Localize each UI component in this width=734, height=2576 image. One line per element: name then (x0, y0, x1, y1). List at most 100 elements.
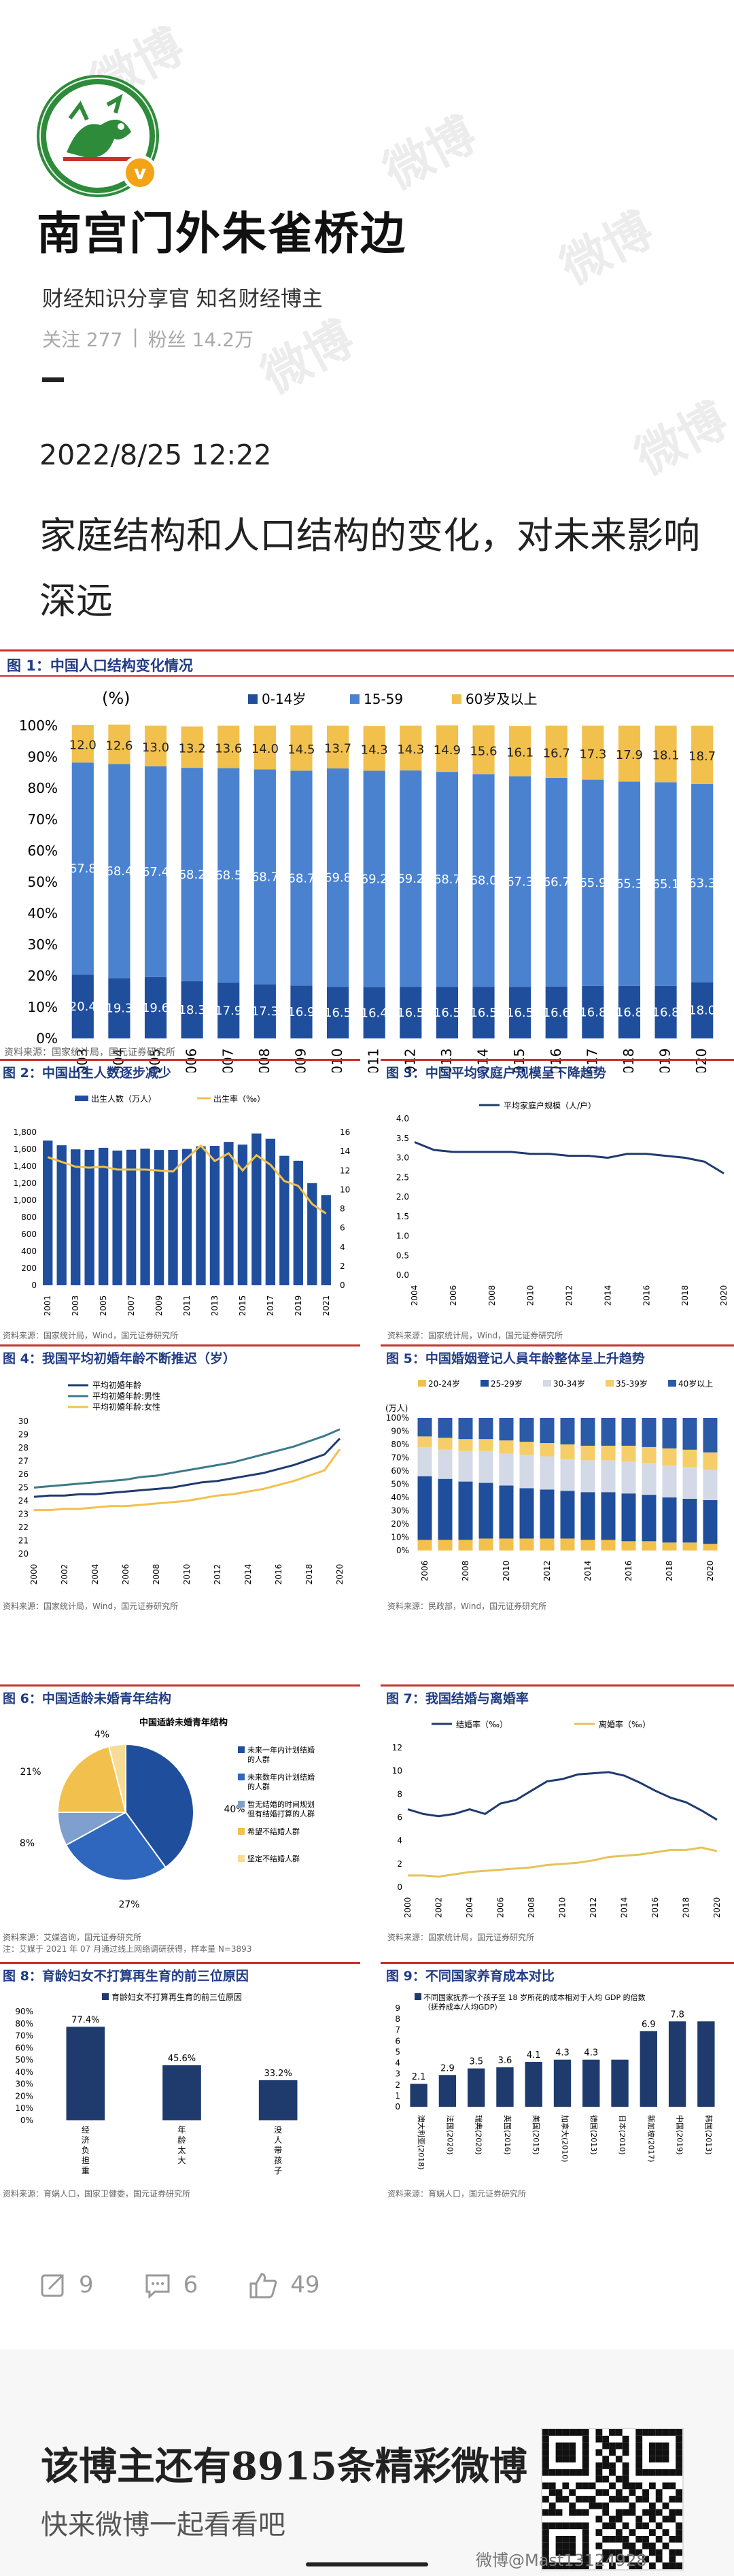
bar-segment (540, 1418, 555, 1444)
legend-label: 坚定不结婚人群 (247, 1854, 300, 1863)
bar (56, 1145, 67, 1285)
legend-label: 未来数年内计划结婚 (247, 1772, 315, 1782)
x-tick-label: 2012 (542, 1561, 552, 1582)
data-label: 68.7 (434, 872, 461, 887)
fig5-source: 资料来源：民政部，Wind，国元证券研究所 (387, 1601, 547, 1611)
bar-segment (654, 726, 677, 783)
bar-segment (108, 764, 130, 979)
bar-segment (144, 977, 167, 1038)
bar-segment (621, 1493, 636, 1542)
x-tick-label: 2018 (665, 1561, 674, 1582)
y2-tick-label: 2 (340, 1261, 345, 1271)
y-tick-label: 70% (15, 2031, 33, 2041)
fig1-unit: (%) (102, 689, 130, 708)
y-tick-label: 7 (395, 2025, 400, 2035)
legend-label: 25-29岁 (491, 1378, 523, 1389)
x-tick-label: 新加坡(2017) (646, 2115, 656, 2163)
data-label: 17.9 (616, 748, 643, 762)
bar-segment (363, 726, 385, 771)
bar-segment (682, 1418, 697, 1450)
x-tick-label: 2007 (126, 1295, 136, 1317)
data-label: 68.4 (105, 864, 133, 879)
x-tick-label: 2014 (243, 1564, 253, 1585)
legend-label: 未来一年内计划结婚 (247, 1745, 315, 1755)
comment-button[interactable]: 6 (144, 2271, 198, 2299)
y-tick-label: 12 (392, 1743, 402, 1752)
x-tick-label: 2014 (603, 1285, 612, 1306)
x-tick-label: 日本(2010) (618, 2115, 627, 2155)
avatar[interactable] (37, 75, 159, 197)
bar-segment (540, 1443, 555, 1457)
bar (611, 2059, 629, 2107)
bar-segment (519, 1455, 534, 1489)
legend-swatch (480, 1380, 489, 1387)
y-tick-label: 0 (31, 1281, 37, 1290)
legend-swatch (452, 694, 461, 704)
post-title: 家庭结构和人口结构的变化，对未来影响深远 (39, 514, 700, 622)
y-tick-label: 28 (18, 1443, 29, 1453)
repost-button[interactable]: 9 (39, 2271, 94, 2299)
y-tick-label: 100% (386, 1413, 409, 1423)
fig-rule (0, 649, 734, 651)
bar-segment (582, 779, 604, 986)
x-tick-label: 2018 (680, 1285, 690, 1306)
y-tick-label: 23 (18, 1510, 29, 1519)
data-label: 14.3 (361, 743, 388, 757)
legend-swatch (238, 1828, 245, 1835)
qr-code[interactable] (541, 2428, 684, 2571)
x-tick-label: 2009 (154, 1295, 164, 1317)
post-image[interactable]: 图 1：中国人口结构变化情况 (%) 0-14岁 15-59 60岁及以上 0% 10% 2… (0, 649, 734, 2254)
legend-label: 0-14岁 (262, 691, 306, 707)
bar-segment (618, 726, 641, 782)
x-tick-label: 2021 (321, 1295, 331, 1317)
legend-label: 平均初婚年龄:男性 (92, 1391, 160, 1401)
bar-segment (618, 985, 641, 1038)
fig5-unit: (万人) (385, 1404, 408, 1413)
like-button[interactable]: 49 (248, 2271, 320, 2299)
y-tick-label: 9 (395, 2003, 400, 2013)
pie-inner-title: 中国适龄未婚青年结构 (139, 1717, 228, 1728)
fans-count[interactable]: 粉丝 14.2万 (147, 328, 254, 351)
bar (162, 2065, 201, 2120)
legend-label: 35-39岁 (616, 1378, 648, 1389)
bar (265, 1138, 276, 1285)
profile-name[interactable]: 南宫门外朱雀桥边 (37, 207, 406, 260)
bar-segment (363, 770, 385, 987)
bar-segment (290, 770, 313, 986)
bar-segment (560, 1418, 575, 1444)
fig5-title: 图 5：中国婚姻登记人員年龄整体呈上升趋势 (386, 1351, 645, 1366)
legend-swatch (238, 1855, 245, 1862)
legend-label: 出生率（‰） (213, 1094, 265, 1104)
x-tick-label: 子 (274, 2166, 282, 2175)
bar-segment (290, 985, 313, 1038)
bar (640, 2031, 657, 2107)
y-tick-label: 90% (28, 749, 58, 765)
legend-swatch (415, 1993, 421, 2000)
follows-count[interactable]: 关注 277 (42, 328, 123, 351)
y-tick-label: 90% (391, 1427, 409, 1436)
stats-separator: | (132, 325, 139, 348)
y-tick-label: 4.0 (396, 1114, 409, 1123)
x-tick-label: 加拿大(2010) (561, 2115, 570, 2163)
data-label: 14.3 (397, 743, 424, 757)
bar (668, 2021, 686, 2107)
y-tick-label: 200 (21, 1264, 37, 1273)
data-label: 2.1 (412, 2072, 426, 2082)
y-tick-label: 0% (36, 1030, 58, 1047)
bar-segment (458, 1481, 473, 1540)
x-tick-label: 人 (274, 2135, 282, 2145)
bar-segment (580, 1492, 595, 1540)
bar-segment (438, 1418, 453, 1438)
x-tick-label: 2008 (461, 1561, 470, 1582)
bar-segment (621, 1445, 636, 1462)
fig3-chart: 平均家庭户规模（人/户） 0.0 0.5 1.0 1.5 2.0 2.5 3.0 3.5 4.0 2… (396, 1100, 729, 1306)
bar-segment (478, 1451, 493, 1483)
legend-swatch (238, 1774, 245, 1780)
data-label: 12.0 (69, 739, 97, 753)
legend-label: 平均家庭户规模（人/户） (504, 1100, 596, 1111)
y-tick-label: 800 (21, 1213, 37, 1222)
bar-segment (519, 1488, 534, 1539)
fig3-source: 资料来源：国家统计局，Wind，国元证券研究所 (387, 1331, 563, 1340)
bar (251, 1133, 262, 1285)
data-label: 7.8 (670, 2010, 684, 2020)
